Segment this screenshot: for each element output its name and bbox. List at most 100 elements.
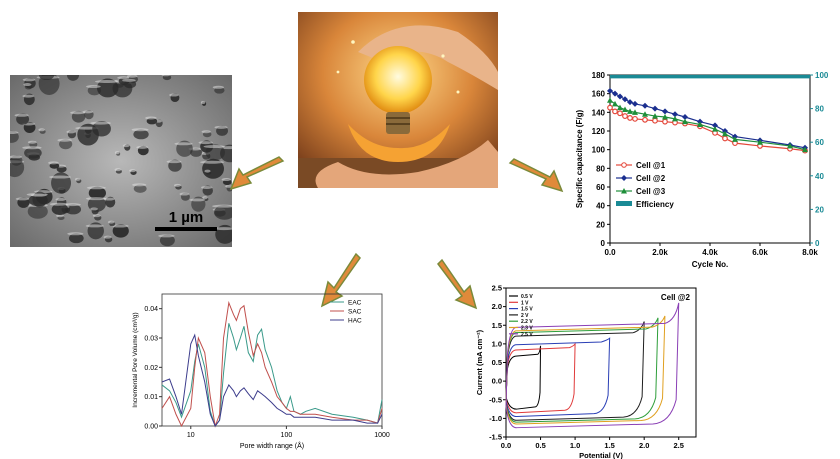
data-point — [627, 108, 633, 114]
x-axis-label: Potential (V) — [579, 451, 623, 459]
y-tick-label: 140 — [592, 108, 606, 117]
data-point — [672, 115, 678, 122]
legend-label: EAC — [348, 300, 362, 307]
cv-loop — [505, 302, 680, 429]
data-point — [632, 100, 638, 107]
y-tick-label: 0.01 — [144, 394, 158, 401]
data-point — [652, 117, 658, 124]
arrow-to-cv-chart — [437, 258, 478, 310]
y-axis-label: Specific capacitance (F/g) — [575, 110, 584, 209]
x-tick-label: 100 — [281, 432, 293, 439]
y-tick-label: 1.0 — [492, 339, 502, 348]
y-tick-label: -0.5 — [489, 395, 502, 404]
legend-label: Cell @3 — [636, 187, 666, 196]
data-point — [712, 122, 718, 129]
arrow-to-capacitance — [508, 158, 564, 193]
x-tick-label: 10 — [187, 432, 195, 439]
data-point — [662, 108, 668, 115]
plot-frame — [505, 287, 697, 438]
data-point — [712, 126, 718, 132]
y-axis-label: Current (mA cm⁻²) — [475, 329, 484, 395]
legend-label: Cell @1 — [636, 161, 666, 170]
cv-loop — [505, 337, 611, 418]
x-tick-label: 2.5 — [674, 441, 684, 450]
y-tick-label: 80 — [596, 164, 605, 173]
data-point — [622, 106, 628, 113]
data-point — [722, 135, 728, 142]
data-point — [622, 113, 628, 119]
x-axis-label: Cycle No. — [692, 260, 728, 269]
data-point — [622, 96, 628, 103]
data-point — [802, 146, 808, 153]
y-tick-label: 0.5 — [492, 358, 502, 367]
y2-tick-label: 0 — [815, 239, 820, 248]
y-tick-label: 1.5 — [492, 321, 502, 330]
legend-label: Efficiency — [636, 200, 674, 209]
top-hand — [358, 25, 498, 91]
x-tick-label: 6.0k — [752, 248, 768, 257]
legend-swatch — [616, 201, 632, 206]
data-point — [652, 105, 658, 112]
sem-image: 1 µm — [10, 75, 232, 247]
data-point — [682, 118, 688, 125]
x-tick-label: 2.0 — [639, 441, 649, 450]
x-tick-label: 1.5 — [604, 441, 614, 450]
data-point — [682, 114, 688, 120]
y-tick-label: 100 — [592, 146, 606, 155]
legend-label: 2.3 V — [521, 326, 533, 332]
y-tick-label: 0 — [601, 239, 606, 248]
scale-label: 1 µm — [169, 209, 204, 226]
melon-slice — [348, 124, 450, 162]
data-point — [732, 136, 738, 142]
y-tick-label: 0.03 — [144, 336, 158, 343]
y-tick-label: 0.02 — [144, 365, 158, 372]
data-point — [632, 109, 638, 115]
data-point — [607, 87, 613, 94]
legend-label: Cell @2 — [636, 174, 666, 183]
x-tick-label: 2.0k — [652, 248, 668, 257]
y-tick-label: -1.5 — [489, 433, 502, 442]
data-point — [642, 116, 648, 123]
plot-frame — [609, 74, 811, 244]
data-point — [632, 115, 638, 122]
scale-bar — [155, 227, 217, 231]
legend-marker — [621, 175, 627, 181]
data-point — [627, 99, 633, 106]
legend-label: 1 V — [521, 300, 529, 306]
y-tick-label: 40 — [596, 202, 605, 211]
y-tick-label: 0.00 — [144, 424, 158, 431]
legend-label: 1.5 V — [521, 307, 533, 313]
data-point — [612, 100, 618, 107]
legend-label: SAC — [348, 309, 362, 316]
data-point — [612, 90, 618, 97]
x-axis-label: Pore width range (Å) — [240, 441, 304, 450]
legend-label: 2.2 V — [521, 319, 533, 325]
x-tick-label: 8.0k — [802, 248, 818, 257]
series-line — [161, 333, 383, 428]
arrow-to-sem — [229, 156, 285, 191]
chart-title: Cell @2 — [661, 293, 691, 302]
pore-volume-chart: 10 100 1000 0.00 0.01 0.02 0.03 0.04 Pore width … — [132, 293, 390, 450]
data-point — [607, 104, 613, 111]
x-tick-label: 0.0 — [604, 248, 616, 257]
x-tick-label: 0.0 — [501, 441, 511, 450]
y-tick-label: 120 — [592, 127, 606, 136]
y-tick-label: -1.0 — [489, 414, 502, 423]
lightbulb-hands-illustration — [298, 12, 498, 188]
y2-tick-label: 40 — [815, 172, 824, 181]
data-point — [652, 113, 658, 119]
legend-marker — [621, 188, 627, 194]
cv-chart: 0.0 0.5 1.0 1.5 2.0 2.5 -1.5 -1.0 -0.5 0.0 0.5 1.0 1… — [475, 284, 697, 459]
y-tick-label: 180 — [592, 71, 606, 80]
data-point — [757, 139, 763, 145]
cv-loop — [505, 342, 576, 414]
data-point — [787, 142, 793, 149]
series-line — [161, 300, 383, 428]
legend-label: 0.5 V — [521, 294, 533, 300]
x-tick-label: 4.0k — [702, 248, 718, 257]
cv-loop — [505, 345, 542, 410]
x-tick-label: 0.5 — [535, 441, 545, 450]
data-point — [722, 130, 728, 137]
legend-label: HAC — [348, 318, 362, 325]
y2-tick-label: 80 — [815, 105, 824, 114]
